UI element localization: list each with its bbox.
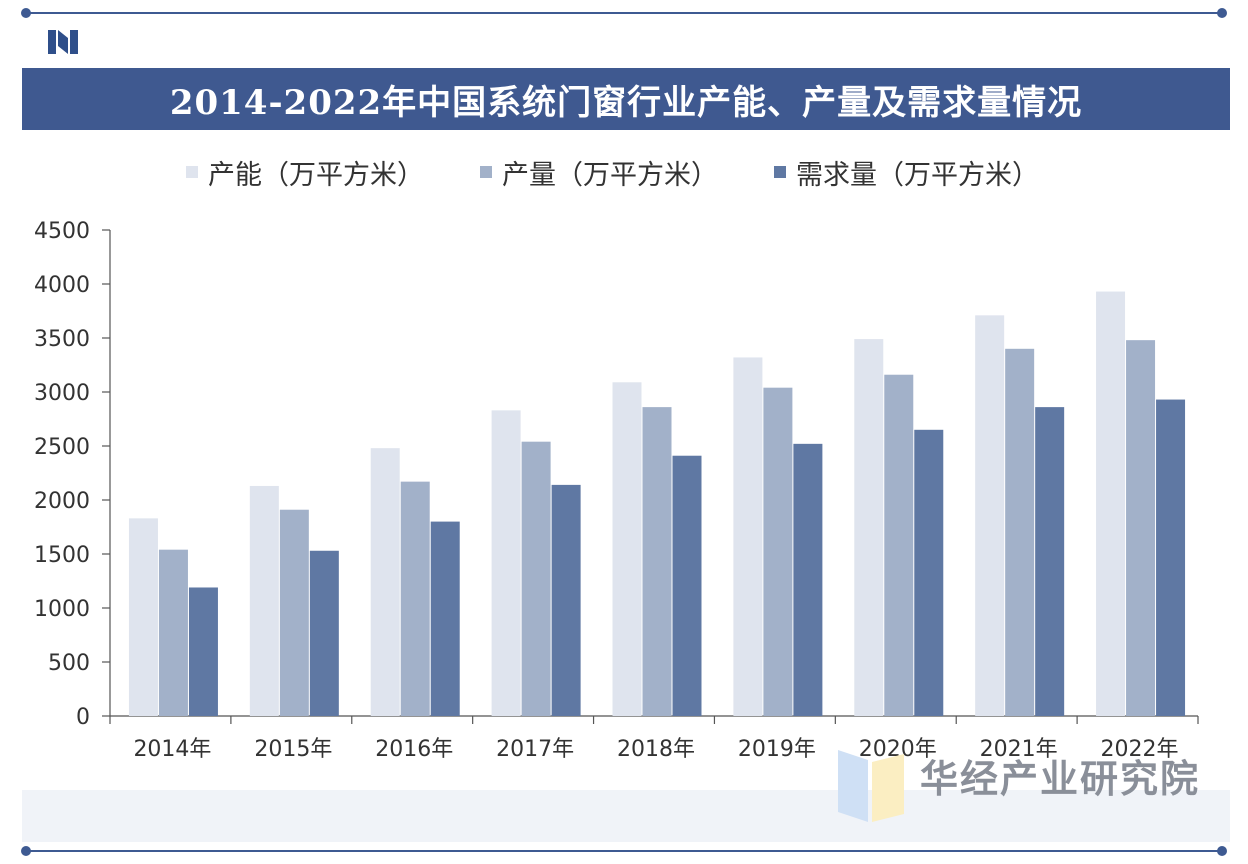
bar-output: [158, 549, 188, 716]
x-tick-label: 2017年: [496, 737, 574, 762]
y-tick-label: 4000: [34, 273, 90, 298]
bar-output: [884, 374, 914, 716]
y-tick-label: 3500: [34, 327, 90, 352]
bar-output: [763, 387, 793, 716]
bar-demand: [914, 429, 944, 716]
bar-demand: [309, 550, 339, 716]
y-tick-label: 1000: [34, 597, 90, 622]
x-tick-label: 2022年: [1101, 737, 1179, 762]
bottom-right-dot: [1217, 846, 1227, 856]
legend-item-output: 产量（万平方米）: [480, 153, 718, 192]
brand-mark-icon: [838, 750, 904, 822]
bar-demand: [188, 587, 218, 716]
bar-capacity: [370, 448, 400, 716]
x-tick-label: 2019年: [738, 737, 816, 762]
y-tick-label: 500: [48, 651, 90, 676]
y-tick-label: 2000: [34, 489, 90, 514]
bar-output: [400, 481, 430, 716]
legend-item-capacity: 产能（万平方米）: [186, 153, 424, 192]
top-left-dot: [21, 8, 31, 18]
bar-capacity: [249, 485, 279, 716]
legend-swatch-capacity: [186, 166, 198, 178]
bar-capacity: [733, 357, 763, 716]
bar-output: [1005, 348, 1035, 716]
bar-output: [1126, 340, 1156, 716]
chart-title: 2014-2022年中国系统门窗行业产能、产量及需求量情况: [169, 82, 1083, 123]
bar-capacity: [128, 518, 158, 716]
legend-swatch-output: [480, 166, 492, 178]
legend-item-demand: 需求量（万平方米）: [774, 153, 1039, 192]
bottom-left-dot: [21, 846, 31, 856]
bar-capacity: [854, 339, 884, 716]
bar-output: [642, 407, 672, 716]
x-tick-label: 2016年: [375, 737, 453, 762]
bar-demand: [430, 521, 460, 716]
x-tick-label: 2018年: [617, 737, 695, 762]
x-tick-label: 2015年: [254, 737, 332, 762]
y-tick-label: 0: [76, 705, 90, 730]
title-bar: 2014-2022年中国系统门窗行业产能、产量及需求量情况: [22, 68, 1230, 130]
bar-demand: [1035, 407, 1065, 716]
bar-demand: [1156, 399, 1186, 716]
legend-label-output: 产量（万平方米）: [502, 159, 718, 191]
legend: 产能（万平方米） 产量（万平方米） 需求量（万平方米）: [186, 152, 1039, 192]
y-tick-label: 1500: [34, 543, 90, 568]
x-tick-label: 2014年: [133, 737, 211, 762]
y-tick-label: 3000: [34, 381, 90, 406]
logo-icon: [48, 30, 78, 54]
bottom-border-line: [26, 850, 1222, 852]
bar-demand: [551, 484, 581, 716]
bar-demand: [793, 443, 823, 716]
y-tick-label: 2500: [34, 435, 90, 460]
bar-capacity: [491, 410, 521, 716]
bar-capacity: [1096, 291, 1126, 716]
legend-label-capacity: 产能（万平方米）: [208, 159, 424, 191]
bar-capacity: [612, 382, 642, 716]
x-tick-label: 2021年: [980, 737, 1058, 762]
top-border-line: [26, 12, 1222, 14]
bottom-band: [22, 790, 1230, 842]
bar-output: [521, 441, 551, 716]
bar-output: [279, 509, 309, 716]
y-tick-label: 4500: [34, 219, 90, 244]
brand-watermark: 华经产业研究院: [920, 757, 1201, 801]
legend-label-demand: 需求量（万平方米）: [796, 159, 1039, 191]
top-right-dot: [1217, 8, 1227, 18]
bar-demand: [672, 455, 702, 716]
legend-swatch-demand: [774, 166, 786, 178]
bar-capacity: [975, 315, 1005, 716]
